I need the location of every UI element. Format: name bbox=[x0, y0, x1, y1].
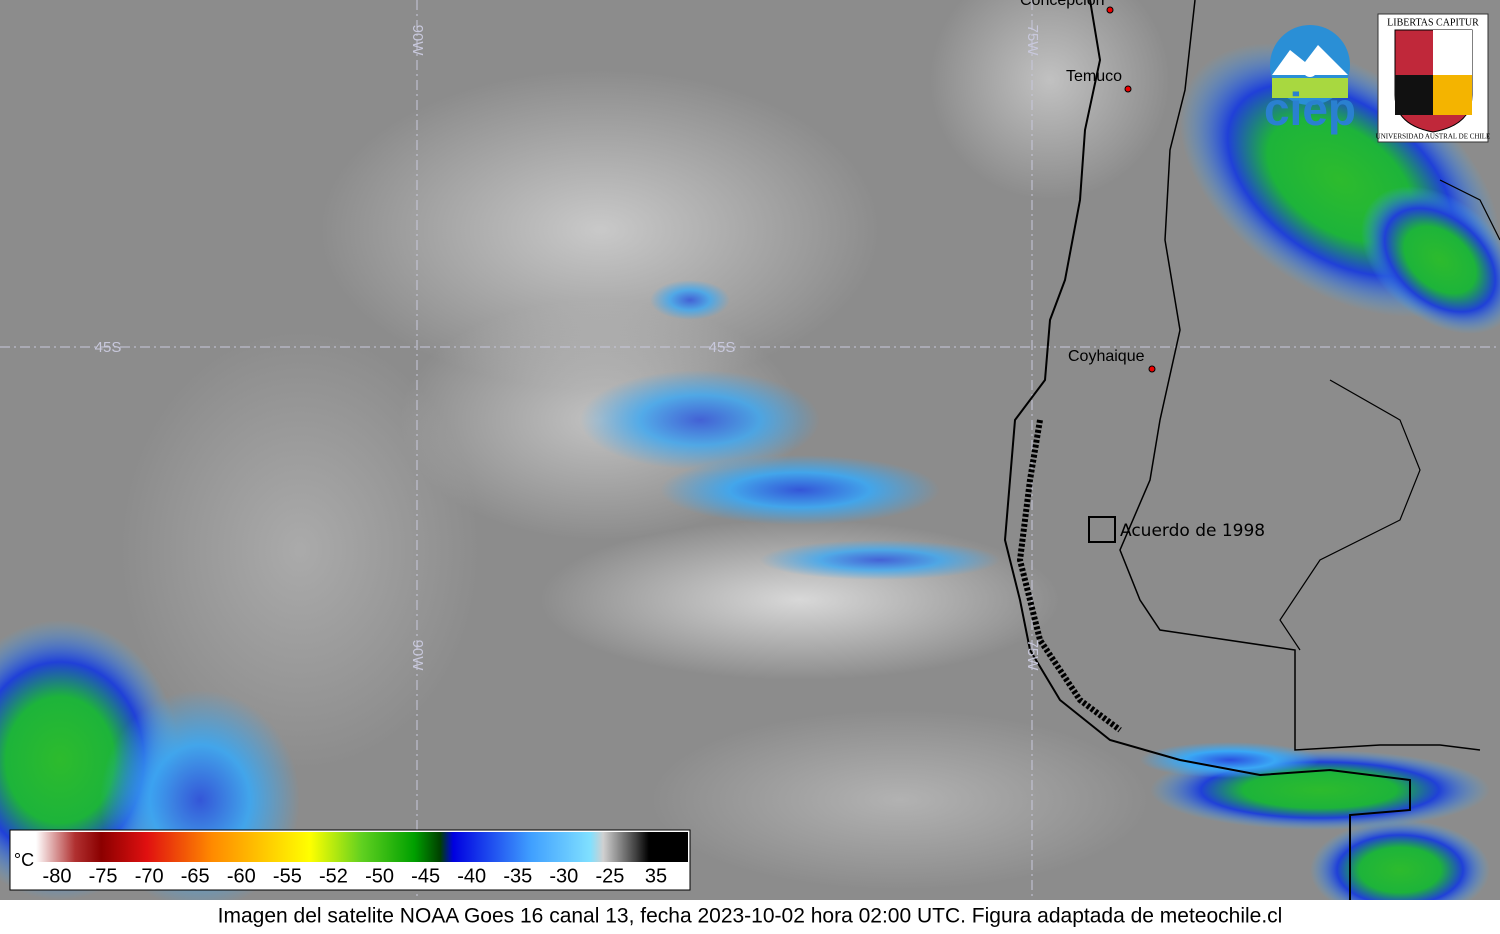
university-logo: LIBERTAS CAPITUR UNIVERSIDAD AUSTRAL DE … bbox=[1376, 13, 1491, 143]
legend-tick-label: 35 bbox=[645, 865, 667, 887]
color-legend: °C -80 -75 -70 -65 -60 -55 -52 -50 -45 -40 -35 -30-… bbox=[9, 829, 691, 891]
grid-label: 45S bbox=[95, 339, 122, 356]
legend-tick-label: -30 bbox=[549, 865, 578, 887]
legend-tick-label: -45 bbox=[411, 865, 440, 887]
city-marker bbox=[1124, 85, 1132, 93]
university-name: UNIVERSIDAD AUSTRAL DE CHILE bbox=[1376, 133, 1491, 141]
city-marker bbox=[1148, 365, 1156, 373]
legend-tick-label: -50 bbox=[365, 865, 394, 887]
grid-label: 75W bbox=[1024, 25, 1041, 57]
ciep-text: ciep bbox=[1264, 83, 1356, 135]
grid-label: 45S bbox=[709, 339, 736, 356]
grid-label: 90W bbox=[409, 640, 426, 672]
caption: Imagen del satelite NOAA Goes 16 canal 1… bbox=[218, 905, 1283, 928]
city-label: Temuco bbox=[1066, 68, 1122, 85]
grid-label: 90W bbox=[409, 25, 426, 57]
grid-label: 75W bbox=[1024, 640, 1041, 672]
annotation-box bbox=[1088, 516, 1116, 543]
color-bar bbox=[36, 832, 688, 862]
legend-tick-label: -70 bbox=[135, 865, 164, 887]
legend-tick-label: -35 bbox=[503, 865, 532, 887]
legend-tick-label: -75 bbox=[89, 865, 118, 887]
legend-tick-label: -65 bbox=[181, 865, 210, 887]
legend-tick-label: -25 bbox=[595, 865, 624, 887]
motto: LIBERTAS CAPITUR bbox=[1387, 17, 1479, 28]
legend-tick-label: -55 bbox=[273, 865, 302, 887]
legend-tick-label: -60 bbox=[227, 865, 256, 887]
city-marker bbox=[1106, 6, 1114, 14]
legend-unit: °C bbox=[14, 850, 34, 870]
legend-tick-label: -40 bbox=[457, 865, 486, 887]
legend-tick-label: -80 bbox=[43, 865, 72, 887]
legend-tick-label: -52 bbox=[319, 865, 348, 887]
city-label: Concepción bbox=[1020, 0, 1105, 9]
annotation: Acuerdo de 1998 bbox=[1120, 521, 1265, 541]
city-label: Coyhaique bbox=[1068, 348, 1145, 365]
ciep-logo: ciep bbox=[1264, 25, 1356, 135]
